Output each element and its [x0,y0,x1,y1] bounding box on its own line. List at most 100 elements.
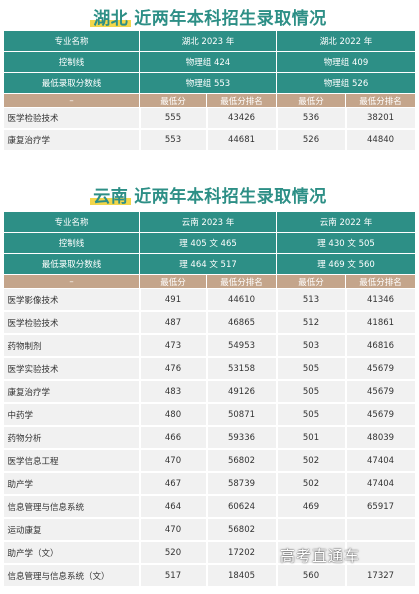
score-cell: 470 [139,449,208,473]
score-cell: 505 [276,380,347,404]
score-cell: 46816 [345,334,417,358]
control-line-2022: 理 430 文 505 [276,232,417,254]
table-row: 康复治疗学 483 49126 505 45679 [3,380,417,404]
score-cell: 43426 [206,107,278,130]
score-cell: 505 [276,357,347,381]
score-cell: 45679 [345,403,417,427]
score-cell: 65917 [345,495,417,519]
min-score-label: 最低录取分数线 [3,72,140,94]
hubei-title: 湖北 近两年本科招生录取情况 [3,2,415,30]
subheader-min: 最低分 [276,93,347,108]
control-line-2023: 理 405 文 465 [138,232,278,254]
major-name-cell: 药物分析 [3,426,141,450]
control-line-2022: 物理组 409 [276,51,417,73]
subheader-rank: 最低分排名 [345,274,417,289]
score-cell: 38201 [345,107,417,130]
major-name-cell: 医学检验技术 [3,311,141,335]
score-cell: 473 [139,334,208,358]
subheader-dash: – [3,274,140,289]
major-name-cell: 助产学（文） [3,541,141,565]
table-row: 助产学（文） 520 17202 [3,541,417,565]
yunnan-province-label: 云南 [90,182,132,207]
score-cell: 501 [276,426,347,450]
score-cell: 17202 [206,541,278,565]
score-cell: 487 [139,311,208,335]
table-row: 医学实验技术 476 53158 505 45679 [3,357,417,381]
score-cell: 464 [139,495,208,519]
score-cell: 480 [139,403,208,427]
score-cell: 502 [276,449,347,473]
score-cell: 503 [276,334,347,358]
score-cell [345,541,417,565]
header-year-2023: 湖北 2023 年 [138,30,278,52]
score-cell: 45679 [345,357,417,381]
yunnan-section: 云南 近两年本科招生录取情况 专业名称 云南 2023 年 云南 2022 年 … [3,180,417,588]
yunnan-title: 云南 近两年本科招生录取情况 [3,180,415,208]
hubei-section: 湖北 近两年本科招生录取情况 专业名称 湖北 2023 年 湖北 2022 年 … [3,2,417,152]
major-name-cell: 信息管理与信息系统（文） [3,564,141,588]
hubei-table: 专业名称 湖北 2023 年 湖北 2022 年 控制线 物理组 424 物理组… [3,30,417,152]
score-cell: 476 [139,357,208,381]
score-cell: 517 [139,564,208,588]
score-cell: 41861 [345,311,417,335]
score-cell: 513 [276,288,347,312]
score-cell: 41346 [345,288,417,312]
score-cell: 520 [139,541,208,565]
min-score-2023: 物理组 553 [138,72,278,94]
table-row: 康复治疗学 553 44681 526 44840 [3,129,417,152]
score-cell: 54953 [206,334,278,358]
table-row: 运动康复 470 56802 [3,518,417,542]
min-score-2022: 物理组 526 [276,72,417,94]
score-cell: 47404 [345,449,417,473]
header-year-2022: 云南 2022 年 [276,211,417,233]
hubei-title-text: 近两年本科招生录取情况 [134,8,327,29]
score-cell: 49126 [206,380,278,404]
subheader-min: 最低分 [276,274,347,289]
score-cell: 526 [276,129,347,152]
control-line-label: 控制线 [3,232,140,254]
hubei-province-label: 湖北 [90,4,132,29]
score-cell: 536 [276,107,347,130]
major-name-cell: 医学信息工程 [3,449,141,473]
major-name-cell: 康复治疗学 [3,380,141,404]
score-cell [276,518,347,542]
table-row: 医学检验技术 487 46865 512 41861 [3,311,417,335]
major-name-cell: 中药学 [3,403,141,427]
table-row: 医学影像技术 491 44610 513 41346 [3,288,417,312]
score-cell: 466 [139,426,208,450]
table-row: 助产学 467 58739 502 47404 [3,472,417,496]
yunnan-title-text: 近两年本科招生录取情况 [134,186,327,207]
score-cell: 59336 [206,426,278,450]
major-name-cell: 医学影像技术 [3,288,141,312]
watermark: 高考直通车 [280,547,361,565]
score-cell: 483 [139,380,208,404]
yunnan-table: 专业名称 云南 2023 年 云南 2022 年 控制线 理 405 文 465… [3,211,417,588]
major-name-cell: 康复治疗学 [3,129,141,152]
score-cell: 56802 [206,449,278,473]
score-cell: 50871 [206,403,278,427]
score-cell: 560 [276,564,347,588]
major-name-cell: 药物制剂 [3,334,141,358]
header-year-2022: 湖北 2022 年 [276,30,417,52]
min-score-label: 最低录取分数线 [3,253,140,275]
score-cell: 56802 [206,518,278,542]
score-cell: 512 [276,311,347,335]
score-cell: 45679 [345,380,417,404]
score-cell: 48039 [345,426,417,450]
table-row: 医学检验技术 555 43426 536 38201 [3,107,417,130]
score-cell: 502 [276,472,347,496]
score-cell: 555 [139,107,208,130]
subheader-min: 最低分 [139,93,207,108]
score-cell: 46865 [206,311,278,335]
min-score-2023: 理 464 文 517 [138,253,278,275]
score-cell [345,518,417,542]
score-cell: 53158 [206,357,278,381]
table-row: 医学信息工程 470 56802 502 47404 [3,449,417,473]
major-name-cell: 医学检验技术 [3,107,141,130]
score-cell: 60624 [206,495,278,519]
score-cell: 505 [276,403,347,427]
major-name-cell: 助产学 [3,472,141,496]
header-major: 专业名称 [3,30,140,52]
control-line-label: 控制线 [3,51,140,73]
score-cell: 553 [139,129,208,152]
